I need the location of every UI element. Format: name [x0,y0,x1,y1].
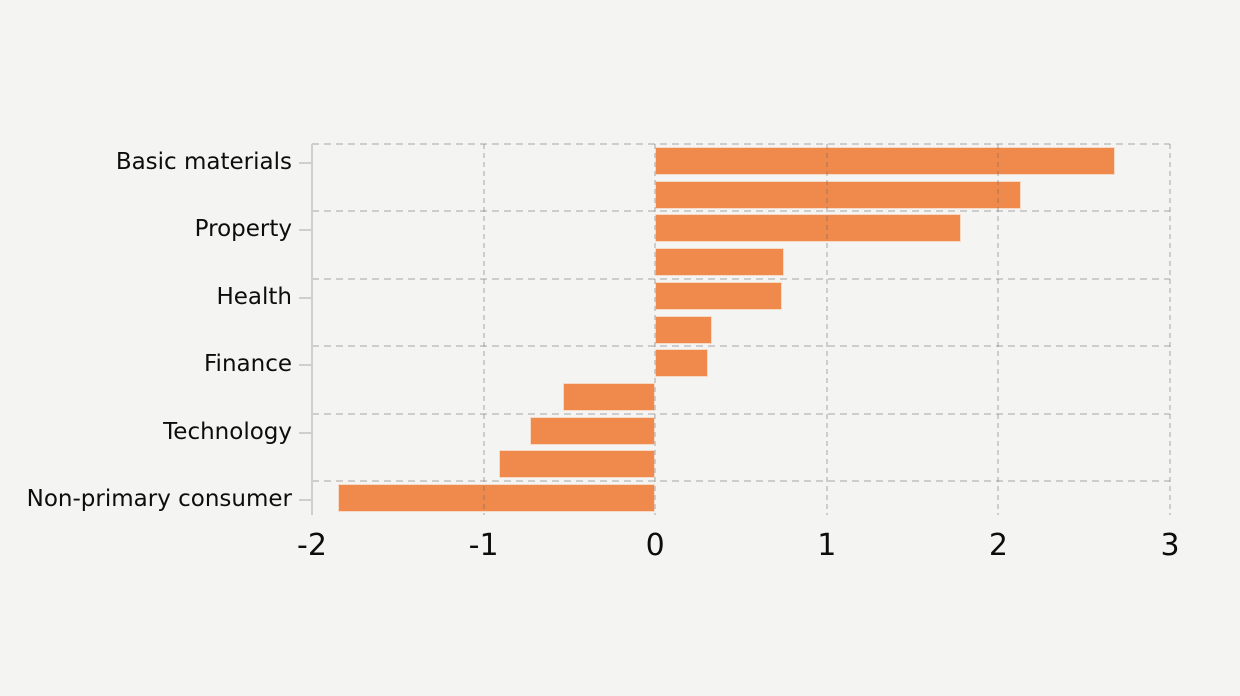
gridline-horizontal [312,277,1170,280]
bar [655,315,712,344]
bar [655,248,784,277]
y-axis-tick-mark [299,296,312,299]
bar [529,416,656,445]
gridline-horizontal [312,143,1170,145]
y-axis-category-label: Non-primary consumer [26,486,292,513]
gridline-horizontal [312,210,1170,213]
y-axis-tick-mark [299,229,312,232]
gridline-vertical [825,144,828,515]
y-axis-category-label: Technology [163,418,292,445]
bar [562,382,656,411]
y-axis-tick-mark [299,431,312,434]
bar [655,146,1116,175]
bar [655,281,783,310]
y-axis-category-label: Property [194,216,292,243]
gridline-horizontal [312,412,1170,415]
gridline-vertical [482,144,485,515]
bar [655,214,961,243]
y-axis-tick-mark [299,364,312,367]
x-axis-tick-label: -2 [297,528,327,563]
x-axis-tick-label: 2 [988,528,1008,563]
bar [655,349,709,378]
y-axis-tick-mark [299,499,312,502]
y-axis-spine [311,144,313,515]
gridline-horizontal [312,345,1170,348]
gridline-vertical [1169,144,1171,515]
y-axis-category-label: Health [216,283,292,310]
x-axis-tick-label: -1 [468,528,499,563]
x-axis-tick-label: 0 [645,528,665,563]
bar [337,484,656,513]
gridline-vertical [997,144,1000,515]
gridline-vertical [654,144,657,515]
y-axis-tick-mark [299,161,312,164]
x-axis-tick-label: 3 [1160,528,1180,563]
bar [499,450,656,479]
gridline-horizontal [312,480,1170,483]
x-axis-tick-label: 1 [817,528,837,563]
y-axis-category-label: Finance [204,351,292,378]
bar [655,180,1021,209]
y-axis-category-label: Basic materials [115,148,292,175]
